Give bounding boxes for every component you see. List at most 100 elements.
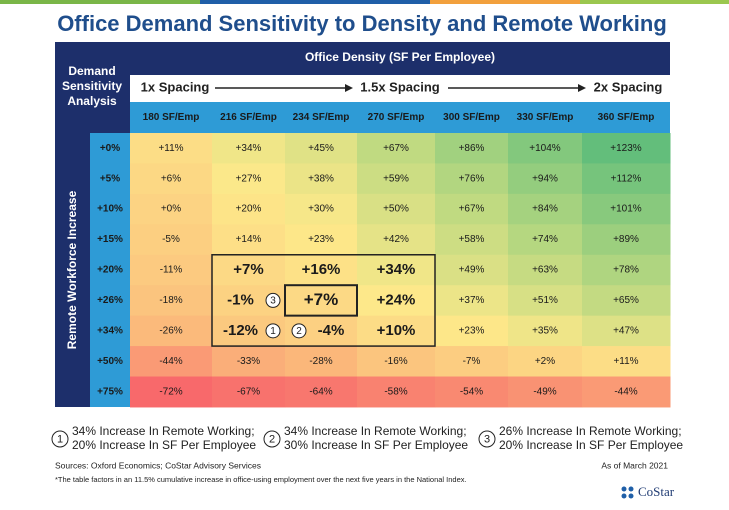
sources: Sources: Oxford Economics; CoStar Adviso… <box>55 460 261 470</box>
note-marker: 1 <box>57 433 63 445</box>
heat-cell <box>508 285 583 317</box>
cell-value: -12% <box>223 322 258 339</box>
date: As of March 2021 <box>601 460 668 470</box>
cell-value: +34% <box>236 143 262 154</box>
cell-value: -16% <box>384 356 407 367</box>
marker-circle <box>265 323 281 339</box>
row-label: +0% <box>100 143 120 154</box>
heat-cell <box>130 193 213 225</box>
row-label: +26% <box>97 295 123 306</box>
note-line: 34% Increase In Remote Working; <box>284 424 467 438</box>
cell-value: +59% <box>383 173 409 184</box>
spacing-label: 1.5x Spacing <box>360 79 440 94</box>
note-circle <box>51 430 69 448</box>
stripe <box>0 0 200 4</box>
corner-label: Demand Sensitivity Analysis <box>62 64 122 108</box>
heat-cell <box>435 346 509 378</box>
heat-cell <box>582 285 671 317</box>
cell-value: +51% <box>532 295 558 306</box>
row-group-cell <box>55 133 90 407</box>
heat-cell <box>285 285 358 317</box>
heat-cell <box>435 376 509 408</box>
heat-cell <box>435 193 509 225</box>
column-header-band <box>130 102 670 133</box>
heat-cell <box>212 254 286 286</box>
cell-value: +112% <box>611 173 642 184</box>
row-label: +10% <box>97 204 123 215</box>
cell-value: +49% <box>459 265 485 276</box>
row-label: +5% <box>100 173 120 184</box>
cell-value: -49% <box>533 386 556 397</box>
corner-word: Analysis <box>67 94 117 108</box>
cell-value: +63% <box>532 265 558 276</box>
heat-cell <box>357 163 436 195</box>
column-header: 270 SF/Emp <box>368 112 425 123</box>
cell-value: +89% <box>613 234 639 245</box>
highlight-box <box>211 254 436 347</box>
cell-value: +45% <box>308 143 334 154</box>
logo-text: CoStar <box>638 484 675 499</box>
cell-value: +24% <box>377 291 416 308</box>
cell-value: -67% <box>237 386 260 397</box>
column-group: Office Density (SF Per Employee) <box>305 50 495 64</box>
cell-value: -54% <box>460 386 483 397</box>
note-circle <box>478 430 496 448</box>
cell-value: +11% <box>613 356 638 367</box>
corner-cell <box>55 42 130 133</box>
heat-cell <box>508 163 583 195</box>
cell-value: +94% <box>532 173 558 184</box>
heat-cell <box>285 224 358 256</box>
note-line: 26% Increase In Remote Working; <box>499 424 682 438</box>
cell-value: +23% <box>459 326 485 337</box>
cell-value: +42% <box>383 234 409 245</box>
cell-value: +123% <box>610 143 642 154</box>
heat-cell <box>508 346 583 378</box>
column-header: 300 SF/Emp <box>443 112 500 123</box>
heat-cell <box>285 163 358 195</box>
cell-value: -1% <box>227 291 254 308</box>
heat-cell <box>357 193 436 225</box>
heat-cell <box>357 224 436 256</box>
cell-value: +38% <box>308 173 334 184</box>
marker-label: 3 <box>270 296 276 307</box>
cell-value: -18% <box>159 295 182 306</box>
heat-cell <box>582 163 671 195</box>
cell-value: -4% <box>318 322 345 339</box>
stripe <box>200 0 430 4</box>
cell-value: +30% <box>308 204 334 215</box>
heat-cell <box>435 254 509 286</box>
cell-value: +67% <box>459 204 485 215</box>
cell-value: +86% <box>459 143 485 154</box>
heat-cell <box>435 163 509 195</box>
heat-cell <box>130 163 213 195</box>
heat-cell <box>435 285 509 317</box>
note-marker: 3 <box>484 433 490 445</box>
cell-value: +11% <box>158 143 183 154</box>
stripe <box>430 0 580 4</box>
note-line: 20% Increase In SF Per Employee <box>72 438 256 452</box>
heat-cell <box>130 346 213 378</box>
heat-cell <box>508 315 583 347</box>
cell-value: +65% <box>613 295 639 306</box>
cell-value: +10% <box>377 322 416 339</box>
header-band <box>55 42 670 75</box>
note-line: 20% Increase In SF Per Employee <box>499 438 683 452</box>
note-line: 34% Increase In Remote Working; <box>72 424 255 438</box>
heat-cell <box>285 254 358 286</box>
arrow-head <box>578 84 586 92</box>
cell-value: +76% <box>459 173 485 184</box>
heat-cell <box>130 376 213 408</box>
cell-value: +35% <box>532 326 558 337</box>
heat-cell <box>508 376 583 408</box>
marker-circle <box>265 292 281 308</box>
row-label: +75% <box>97 386 123 397</box>
cell-value: -58% <box>384 386 407 397</box>
heat-cell <box>582 254 671 286</box>
heat-cell <box>357 315 436 347</box>
cell-value: +34% <box>377 261 416 278</box>
row-label: +20% <box>97 265 123 276</box>
marker-circle <box>291 323 307 339</box>
arrow-head <box>345 84 353 92</box>
marker-label: 2 <box>296 326 302 337</box>
heat-cell <box>130 254 213 286</box>
